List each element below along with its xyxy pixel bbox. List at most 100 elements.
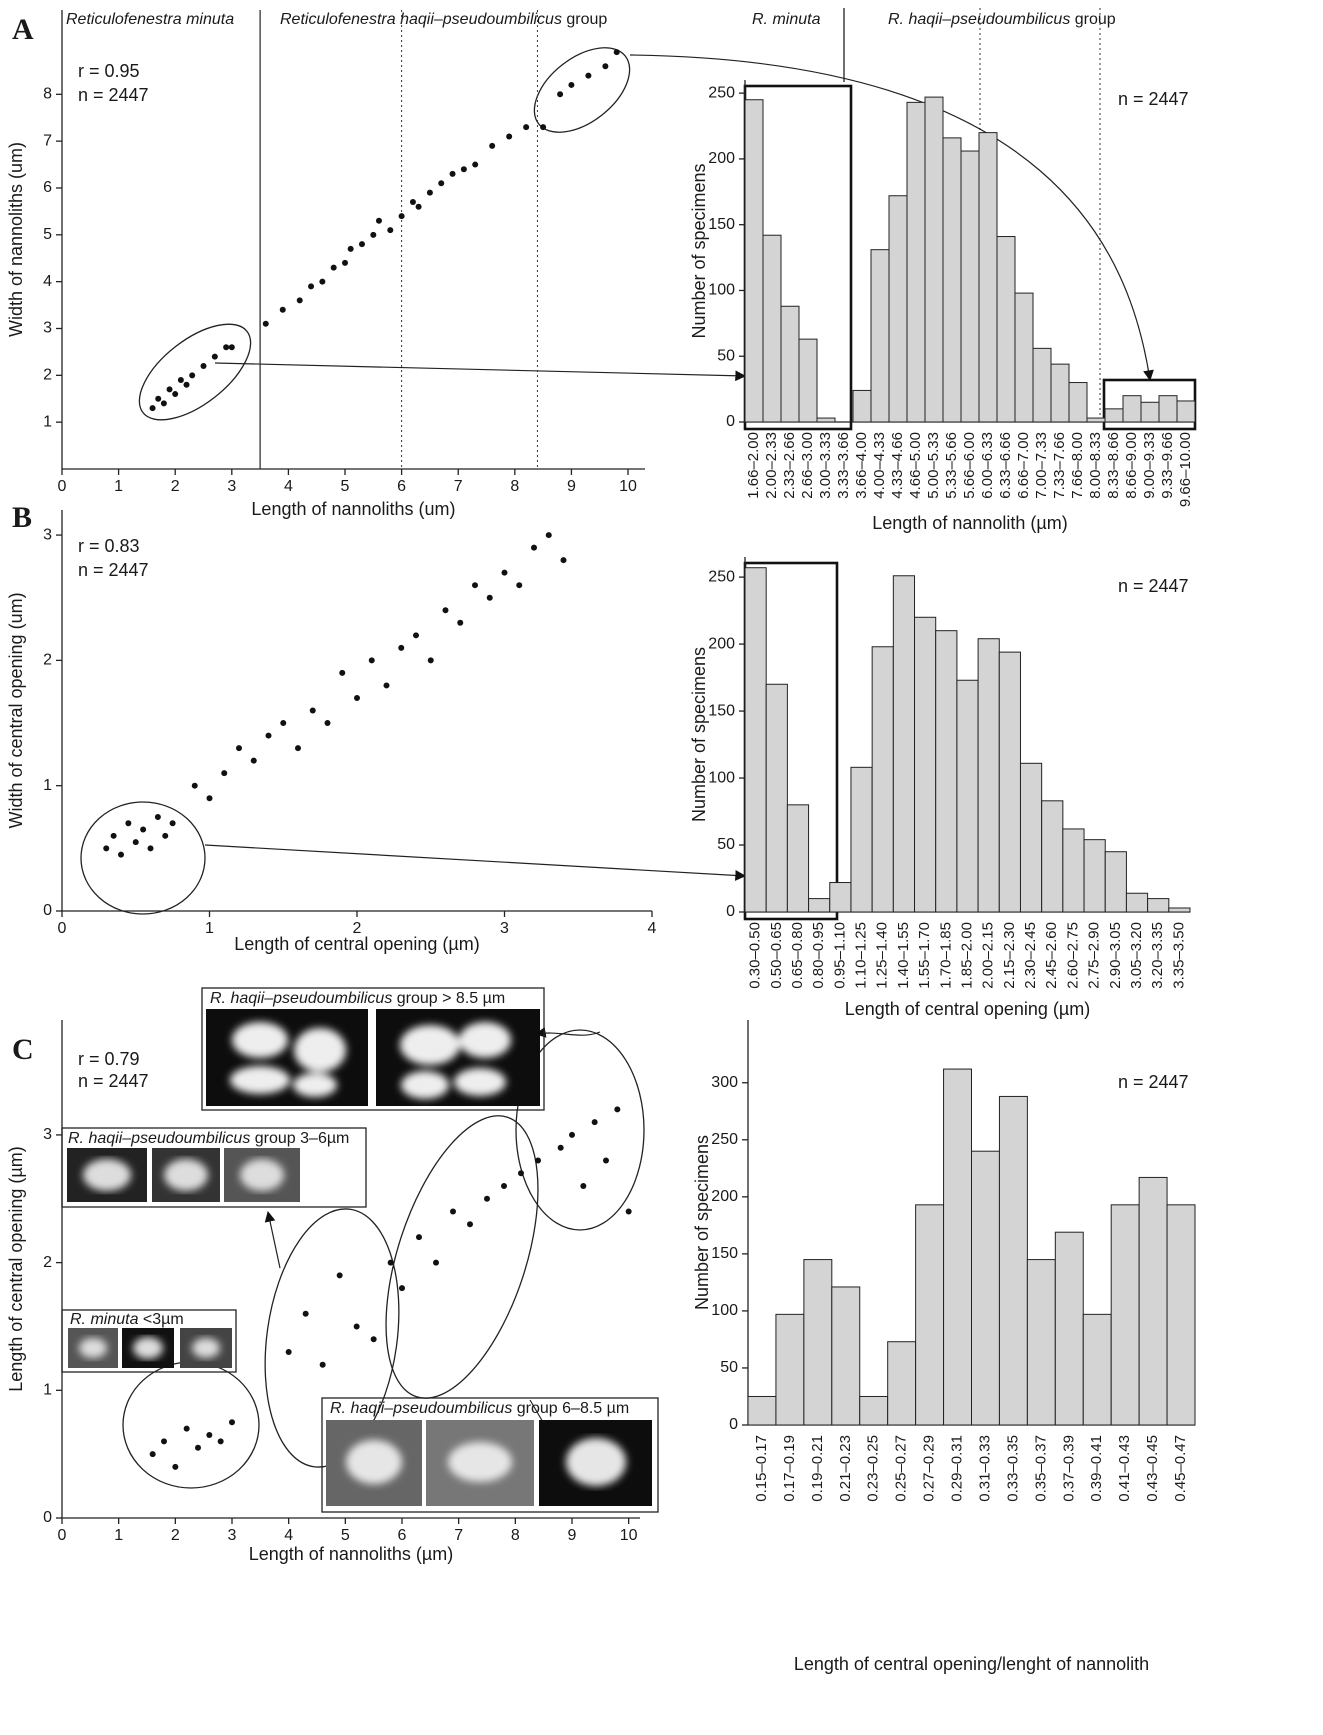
bar (852, 389, 872, 423)
point (535, 1157, 541, 1164)
point (347, 245, 354, 252)
bar (870, 249, 890, 423)
x-tick-label: 2 (171, 1527, 180, 1544)
point (330, 264, 337, 271)
point (172, 1463, 179, 1470)
point (354, 694, 360, 701)
y-tick-label: 100 (708, 769, 735, 786)
y-tick-label: 300 (711, 1074, 738, 1091)
x-tick-label: 8 (510, 478, 519, 495)
point (228, 344, 235, 351)
bar (1062, 828, 1085, 913)
bar (786, 804, 810, 913)
point (339, 669, 346, 676)
bar (1082, 1313, 1112, 1426)
point (149, 1451, 156, 1458)
svg-text:R. haqii–pseudoumbilicus group: R. haqii–pseudoumbilicus group 6–8.5 µm (330, 1400, 629, 1417)
point (262, 320, 269, 327)
inset-title: group > 8.5 µm (392, 990, 505, 1007)
point (103, 845, 110, 852)
y-tick-label: 5 (43, 226, 52, 243)
point (506, 133, 513, 140)
point (427, 657, 434, 664)
point (415, 203, 422, 210)
arrow (214, 362, 747, 382)
x-tick-label: 9.00–9.33 (1141, 432, 1158, 499)
point (279, 306, 286, 313)
point (324, 720, 331, 727)
x-tick-label: 3.33–3.66 (835, 432, 852, 499)
point (200, 362, 207, 369)
bar (1068, 382, 1088, 423)
panel-label: B (12, 501, 32, 534)
annotation: r = 0.83 (78, 536, 140, 556)
x-tick-label: 1.70–1.85 (937, 922, 954, 989)
x-tick-label: 9 (568, 1527, 577, 1544)
bar (808, 898, 831, 913)
x-tick-label: 2.45–2.60 (1043, 922, 1060, 989)
bar (935, 630, 958, 913)
x-tick-label: 1 (205, 920, 214, 937)
point (308, 283, 315, 290)
bar (1122, 395, 1142, 423)
bar (1054, 1231, 1084, 1426)
cluster-ellipse (264, 1208, 400, 1468)
point (489, 142, 496, 149)
y-axis-label: Width of central opening (um) (6, 592, 26, 828)
point (531, 544, 537, 551)
bar (1168, 907, 1191, 913)
point (155, 395, 162, 402)
point (302, 1310, 309, 1317)
annotation: r = 0.95 (78, 61, 140, 81)
x-tick-label: 7 (454, 478, 463, 495)
arrow (534, 1027, 601, 1038)
x-tick-label: 0.39–0.41 (1088, 1435, 1105, 1502)
y-tick-label: 250 (711, 1131, 738, 1148)
x-tick-label: 7.66–8.00 (1069, 432, 1086, 499)
point (370, 1336, 377, 1343)
y-tick-label: 8 (43, 86, 52, 103)
x-tick-label: 3 (500, 920, 509, 937)
y-tick-label: 1 (43, 777, 52, 794)
y-tick-label: 3 (43, 320, 52, 337)
inset: R. haqii–pseudoumbilicus group 6–8.5 µm (321, 1397, 659, 1513)
bar (762, 234, 782, 423)
y-axis-label: Number of specimens (692, 1135, 712, 1310)
bar (1176, 400, 1196, 423)
point (602, 63, 609, 70)
y-tick-label: 0 (726, 413, 735, 430)
x-tick-label: 8.00–8.33 (1087, 432, 1104, 499)
y-tick-label: 200 (708, 150, 735, 167)
bar (744, 99, 764, 423)
annotation: n = 2447 (78, 85, 149, 105)
point (398, 644, 405, 651)
inset-title: group 3–6µm (250, 1130, 349, 1147)
x-tick-label: 2.60–2.75 (1064, 922, 1081, 989)
x-tick-label: 4 (284, 478, 293, 495)
cluster-ellipse (80, 801, 206, 915)
y-tick-label: 2 (43, 1254, 52, 1271)
x-tick-label: 0 (58, 478, 67, 495)
bar (850, 766, 873, 913)
x-tick-label: 0.30–0.50 (747, 922, 764, 989)
point (614, 1106, 621, 1113)
bar (780, 305, 800, 423)
x-tick-label: 10 (619, 478, 637, 495)
x-tick-label: 6 (397, 478, 406, 495)
x-tick-label: 1.66–2.00 (745, 432, 762, 499)
point (250, 757, 257, 764)
svg-text:R. haqii–pseudoumbilicus group: R. haqii–pseudoumbilicus group 3–6µm (68, 1130, 349, 1147)
point (416, 1234, 422, 1241)
point (591, 1119, 598, 1126)
bar (998, 651, 1021, 913)
y-tick-label: 100 (708, 282, 735, 299)
x-tick-label: 1 (114, 1527, 123, 1544)
y-tick-label: 200 (711, 1188, 738, 1205)
x-tick-label: 0.33–0.35 (1004, 1435, 1021, 1502)
bar (744, 567, 767, 913)
point (342, 259, 349, 266)
annotation: n = 2447 (1118, 576, 1189, 596)
x-tick-label: 3.05–3.20 (1128, 922, 1145, 989)
bar (960, 150, 980, 423)
point (110, 832, 117, 839)
